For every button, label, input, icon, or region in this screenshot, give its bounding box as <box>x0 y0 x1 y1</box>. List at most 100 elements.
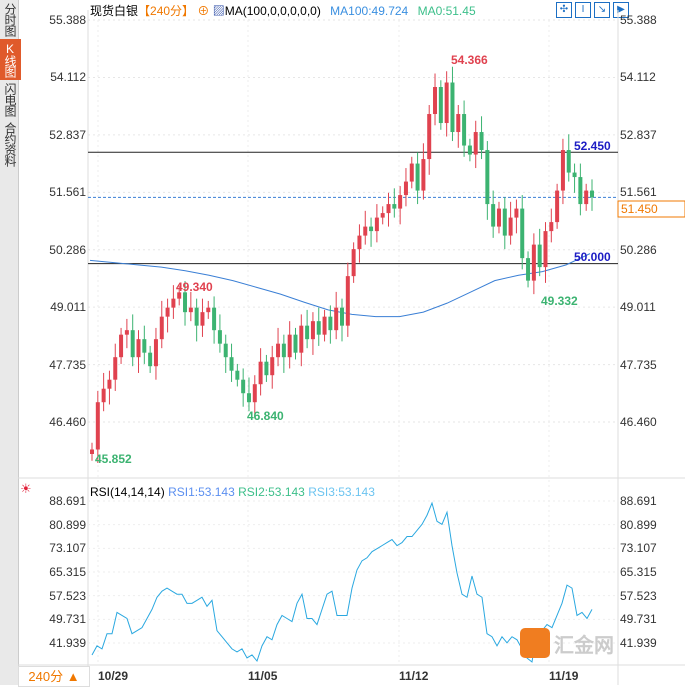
draw-icon[interactable]: ↘ <box>594 2 610 18</box>
current-price-label: 51.450 <box>621 202 658 216</box>
crosshair-icon[interactable]: ⊕ <box>197 4 210 18</box>
sidebar-item-kline[interactable]: K线图 <box>0 39 21 80</box>
price-tick-right: 47.735 <box>620 357 657 372</box>
price-tick-right: 52.837 <box>620 127 657 142</box>
candle-body <box>526 258 531 281</box>
rsi-tick-right: 49.731 <box>620 612 657 627</box>
candle-body <box>188 307 193 313</box>
sidebar: 分时图 K线图 闪电图 合约资料 <box>0 0 21 685</box>
candle-body <box>438 87 443 124</box>
candle-body <box>369 226 374 232</box>
candle-body <box>531 244 536 281</box>
candle-body <box>264 361 269 376</box>
candle-body <box>322 316 327 335</box>
settings-icon[interactable]: ☀ <box>20 481 32 496</box>
candle-body <box>514 208 519 218</box>
candle-body <box>281 343 286 358</box>
sidebar-item-contract[interactable]: 合约资料 <box>3 122 17 166</box>
chart-header: 现货白银【240分】 ⊕ ▨MA(100,0,0,0,0,0) MA100:49… <box>90 2 476 19</box>
candle-body <box>241 379 246 394</box>
candle-body <box>130 330 135 358</box>
rsi-tick-left: 41.939 <box>49 635 86 650</box>
rsi-tick-left: 80.899 <box>49 517 86 532</box>
candle-body <box>276 343 281 358</box>
candle-body <box>549 222 554 232</box>
candle-body <box>200 312 205 326</box>
rsi-label: RSI(14,14,14) <box>90 485 165 499</box>
zoom-icon[interactable]: I <box>575 2 591 18</box>
candle-body <box>386 204 391 214</box>
candle-body <box>543 231 548 268</box>
candle-body <box>136 339 141 358</box>
price-tick-left: 54.112 <box>50 70 86 85</box>
candle-body <box>456 114 461 133</box>
candle-body <box>95 402 100 450</box>
price-annotation: 46.840 <box>247 409 284 423</box>
candle-body <box>206 307 211 313</box>
candle-body <box>246 393 251 403</box>
rsi-tick-right: 65.315 <box>620 564 657 579</box>
candle-body <box>537 244 542 268</box>
price-tick-right: 46.460 <box>620 415 657 430</box>
candle-body <box>124 330 129 335</box>
candle-body <box>427 114 432 160</box>
rsi1-value: RSI1:53.143 <box>168 485 235 499</box>
rsi-tick-left: 88.691 <box>49 494 86 508</box>
candle-body <box>462 114 467 146</box>
candle-body <box>555 190 560 223</box>
candle-body <box>235 370 240 380</box>
candle-body <box>159 316 164 340</box>
candle-body <box>415 163 420 191</box>
rsi-tick-left: 57.523 <box>49 588 86 603</box>
candle-body <box>433 87 438 115</box>
instrument-title: 现货白银 <box>90 4 139 18</box>
price-annotation: 49.340 <box>176 280 213 294</box>
price-tick-left: 55.388 <box>49 13 86 27</box>
price-tick-left: 51.561 <box>49 185 86 200</box>
indicator-icon[interactable]: ▨ <box>212 4 225 18</box>
forward-icon[interactable]: ▶ <box>613 2 629 18</box>
current-price-box <box>617 200 685 218</box>
candle-body <box>491 204 496 227</box>
candle-body <box>398 195 403 209</box>
candle-body <box>142 339 147 353</box>
candle-body <box>363 226 368 236</box>
price-tick-left: 52.837 <box>49 127 86 142</box>
candle-body <box>328 316 333 331</box>
candle-body <box>229 357 234 371</box>
date-label: 11/19 <box>549 669 579 683</box>
candle-body <box>310 321 315 340</box>
rsi-tick-right: 41.939 <box>620 635 657 650</box>
candle-body <box>403 181 408 196</box>
candle-body <box>572 172 577 178</box>
price-annotation: 54.366 <box>451 53 488 67</box>
sidebar-item-flash[interactable]: 闪电图 <box>3 83 17 116</box>
toolbar: ✣ I ↘ ▶ <box>556 2 629 18</box>
candle-body <box>183 292 188 313</box>
rsi-legend: RSI(14,14,14) RSI1:53.143 RSI2:53.143 RS… <box>90 485 375 499</box>
price-tick-left: 46.460 <box>49 415 86 430</box>
candle-body <box>380 213 385 218</box>
candle-body <box>502 208 507 236</box>
candle-body <box>165 307 170 317</box>
watermark-logo: 汇金网 <box>520 628 614 658</box>
candle-body <box>444 82 449 124</box>
period-button[interactable]: 240分 ▲ <box>18 666 90 687</box>
rsi-tick-right: 57.523 <box>620 588 657 603</box>
candle-body <box>340 307 344 326</box>
candle-body <box>351 249 356 277</box>
candle-body <box>485 150 490 205</box>
candle-body <box>578 177 583 205</box>
candle-body <box>107 379 112 389</box>
candle-body <box>299 325 304 353</box>
rsi-tick-left: 65.315 <box>49 564 86 579</box>
rsi2-value: RSI2:53.143 <box>238 485 305 499</box>
ma-label[interactable]: MA(100,0,0,0,0,0) <box>224 4 321 18</box>
price-tick-right: 51.561 <box>620 185 657 200</box>
move-icon[interactable]: ✣ <box>556 2 572 18</box>
sidebar-item-timeshare[interactable]: 分时图 <box>3 3 17 36</box>
candle-body <box>345 276 350 326</box>
rsi-tick-right: 80.899 <box>620 517 657 532</box>
rsi-tick-right: 88.691 <box>620 494 657 508</box>
